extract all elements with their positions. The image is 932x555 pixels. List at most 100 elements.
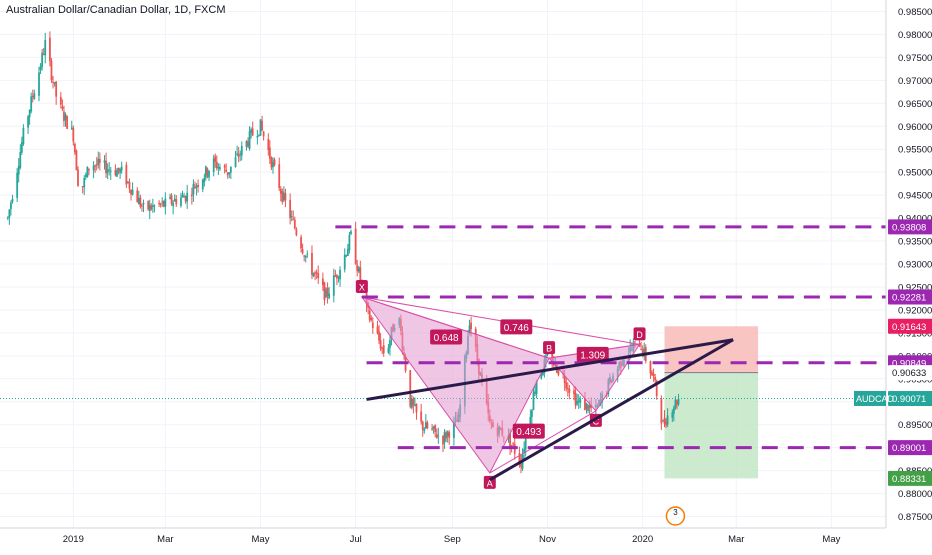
candle-body	[566, 388, 569, 390]
candle-body	[381, 347, 384, 349]
candle-body	[223, 165, 226, 168]
candle-body	[326, 287, 329, 296]
candle-body	[314, 272, 316, 274]
event-badge-count: 3	[673, 508, 678, 517]
candle-body	[63, 111, 65, 121]
price-tick-label: 0.94000	[898, 214, 932, 225]
horizontal-levels	[335, 225, 886, 450]
candle-body	[674, 399, 677, 409]
candle-body	[61, 106, 64, 109]
candle-body	[270, 157, 273, 168]
candle-body	[98, 158, 101, 163]
candle-body	[116, 170, 118, 177]
candle-body	[30, 96, 33, 112]
candle-body	[81, 186, 84, 188]
candle-body	[267, 139, 270, 150]
candle-body	[435, 434, 438, 438]
candle-body	[426, 422, 429, 429]
candle-body	[540, 373, 543, 379]
candle-body	[217, 166, 220, 168]
candle-body	[172, 203, 175, 207]
candle-body	[31, 95, 34, 98]
candle-body	[16, 172, 19, 198]
candle-body	[237, 154, 240, 157]
pattern-ratio-label: 0.746	[504, 323, 529, 334]
candle-body	[180, 197, 182, 206]
price-tick-label: 0.95500	[898, 145, 932, 156]
candle-body	[83, 178, 86, 188]
candle-body	[453, 421, 455, 438]
candle-body	[256, 136, 259, 138]
candle-body	[73, 144, 76, 153]
candle-body	[136, 190, 139, 203]
candle-body	[546, 354, 549, 356]
candle-body	[541, 371, 544, 376]
candle-body	[563, 376, 566, 384]
candle-body	[423, 428, 426, 432]
candle-body	[284, 193, 287, 201]
price-tick-label: 0.96500	[898, 99, 932, 110]
candle-body	[55, 81, 58, 97]
candle-body	[336, 275, 338, 279]
candle-body	[573, 390, 575, 395]
candle-body	[378, 331, 380, 341]
candle-body	[105, 160, 107, 174]
candle-body	[228, 172, 231, 174]
candle-body	[159, 203, 162, 205]
event-badge	[665, 506, 686, 526]
candle-body	[150, 205, 153, 210]
candle-body	[354, 228, 357, 265]
stop-price-tag: 0.91643	[892, 322, 926, 333]
candle-body	[203, 177, 206, 183]
pattern-ratio-box	[576, 346, 609, 362]
trendline	[366, 338, 734, 401]
level-price-tag: 0.89001	[892, 443, 926, 454]
candle-body	[11, 198, 14, 202]
level-price-tag-bg	[888, 289, 932, 305]
target-price-tag: 0.88331	[892, 474, 926, 485]
candle-body	[585, 403, 588, 409]
candle-body	[531, 410, 533, 417]
candle-body	[510, 444, 513, 446]
candle-body	[190, 194, 193, 197]
pattern-point-box	[633, 327, 646, 341]
candle-body	[660, 398, 663, 424]
candle-body	[141, 205, 143, 207]
candle-body	[409, 370, 412, 407]
candle-body	[652, 373, 655, 377]
candle-body	[142, 202, 145, 205]
candle-body	[33, 93, 36, 100]
time-tick-label: Nov	[539, 534, 556, 545]
candle-body	[181, 194, 184, 197]
candle-body	[306, 253, 309, 255]
candle-body	[72, 127, 75, 142]
candle-body	[437, 435, 440, 437]
candle-body	[410, 398, 413, 408]
candle-body	[84, 174, 87, 177]
level-price-tag: 0.93808	[892, 222, 926, 233]
level-price-tag: 0.92281	[892, 293, 926, 304]
candle-body	[240, 146, 243, 156]
candle-body	[229, 166, 232, 173]
candle-body	[520, 461, 522, 467]
candle-body	[66, 116, 68, 129]
candle-body	[137, 197, 140, 205]
time-tick-label: May	[822, 534, 840, 545]
candle-body	[587, 405, 589, 411]
candle-body	[633, 341, 636, 343]
candle-body	[289, 200, 292, 219]
target-price-tag-bg	[888, 470, 932, 486]
candle-body	[8, 209, 11, 218]
pattern-point-label: C	[593, 416, 600, 426]
candle-body	[120, 166, 123, 171]
entry-price-tag-bg	[888, 365, 932, 381]
candle-body	[161, 201, 164, 203]
time-tick-label: Jul	[350, 534, 362, 545]
candle-body	[215, 161, 218, 169]
candle-body	[671, 412, 674, 418]
candle-body	[424, 422, 427, 429]
candle-body	[676, 400, 678, 406]
candle-body	[655, 380, 658, 397]
